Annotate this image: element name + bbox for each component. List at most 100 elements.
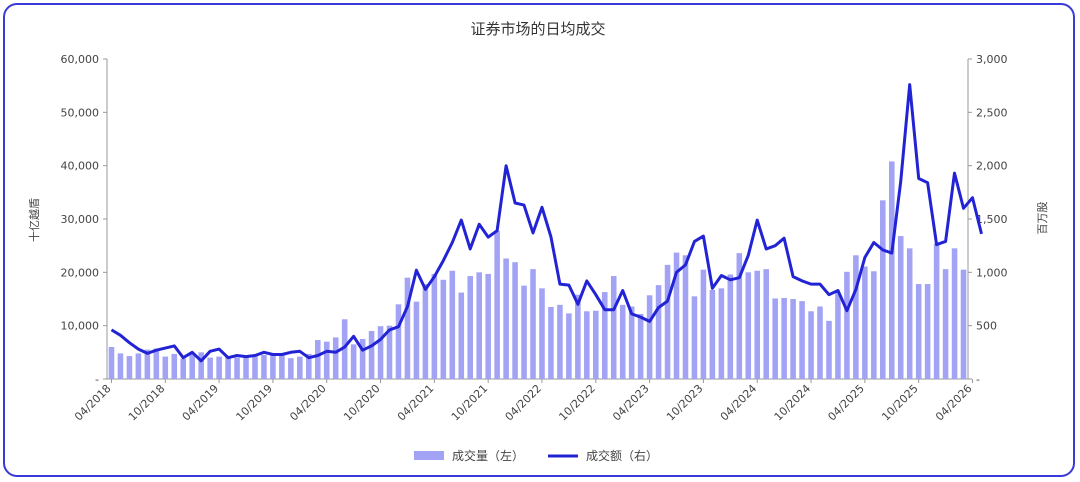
bar xyxy=(566,313,572,379)
bar xyxy=(288,358,294,379)
bar xyxy=(700,269,707,379)
bar-series xyxy=(108,161,967,379)
bar xyxy=(261,355,267,379)
legend[interactable]: 成交量（左） 成交额（右） xyxy=(414,448,658,463)
bar xyxy=(619,304,626,379)
x-tick-label: 10/2019 xyxy=(234,382,276,424)
bar xyxy=(359,339,366,379)
bar xyxy=(270,353,276,379)
line-path xyxy=(110,83,983,363)
bar xyxy=(575,294,581,379)
bar xyxy=(772,298,778,379)
bar xyxy=(601,292,608,379)
bar xyxy=(252,356,258,379)
y-left-tick-label: - xyxy=(95,373,99,386)
bar xyxy=(610,276,617,379)
x-tick-label: 04/2018 xyxy=(72,382,114,424)
bar xyxy=(404,277,411,379)
bar xyxy=(449,270,456,379)
bar xyxy=(897,236,904,379)
bar xyxy=(494,230,500,379)
bar xyxy=(539,288,545,379)
bar xyxy=(906,248,913,379)
bar xyxy=(817,306,823,379)
bar xyxy=(718,288,725,379)
bar xyxy=(880,200,886,379)
bar xyxy=(126,356,133,379)
y-left-label: 十亿越盾 xyxy=(27,198,41,242)
bar xyxy=(314,340,321,379)
x-tick-label: 04/2020 xyxy=(287,382,329,424)
bar xyxy=(745,272,752,379)
bar xyxy=(162,356,169,379)
chart-frame xyxy=(3,3,1075,477)
bar xyxy=(144,349,151,379)
bar xyxy=(350,344,357,379)
bar xyxy=(386,325,393,379)
x-tick-label: 10/2021 xyxy=(449,382,491,424)
bar xyxy=(395,304,402,379)
bar xyxy=(557,304,563,379)
y-left-tick-label: 10,000 xyxy=(61,320,100,333)
bar xyxy=(153,348,160,379)
bar xyxy=(503,258,509,379)
bar xyxy=(467,276,474,379)
bar xyxy=(691,296,698,379)
legend-bar-label: 成交量（左） xyxy=(452,448,524,463)
bar xyxy=(377,326,384,379)
bar xyxy=(682,255,689,379)
bar xyxy=(646,295,653,379)
x-tick-label: 04/2023 xyxy=(610,382,652,424)
bar xyxy=(171,353,178,379)
legend-line-label: 成交额（右） xyxy=(586,448,658,463)
bar xyxy=(781,297,787,379)
bar xyxy=(709,289,716,379)
y-left-tick-label: 20,000 xyxy=(61,266,100,279)
y-left-ticks: - 10,000 20,000 30,000 40,000 50,000 60,000 xyxy=(61,53,107,386)
y-left-tick-label: 50,000 xyxy=(61,106,100,119)
bar xyxy=(942,269,949,379)
bar xyxy=(548,307,554,379)
line-series xyxy=(110,83,983,363)
bar xyxy=(593,310,599,379)
y-right-tick-label: 1,500 xyxy=(976,213,1008,226)
bar xyxy=(799,301,805,379)
y-right-tick-label: 500 xyxy=(976,320,997,333)
bar xyxy=(117,353,124,379)
y-right-tick-label: 1,000 xyxy=(976,266,1008,279)
bar xyxy=(243,355,249,379)
bar xyxy=(198,352,204,379)
bar xyxy=(530,269,536,379)
bar xyxy=(234,357,240,379)
bar xyxy=(440,279,447,379)
bar xyxy=(108,347,115,379)
y-right-tick-label: - xyxy=(976,373,980,386)
x-tick-label: 10/2025 xyxy=(879,382,921,424)
bar xyxy=(413,301,420,379)
y-left-tick-label: 30,000 xyxy=(61,213,100,226)
bar xyxy=(297,356,303,379)
bar xyxy=(216,356,222,379)
x-tick-label: 04/2024 xyxy=(718,382,760,424)
x-ticks: 04/2018 10/2018 04/2019 10/2019 04/2020 10/20… xyxy=(72,379,975,423)
bar xyxy=(207,357,213,379)
bar xyxy=(628,306,635,379)
bar xyxy=(180,358,187,379)
y-right-label: 百万股 xyxy=(1036,202,1049,235)
bar xyxy=(189,353,195,379)
bar xyxy=(915,284,922,379)
bar xyxy=(323,341,330,379)
bar xyxy=(835,293,841,379)
bar xyxy=(458,292,465,379)
x-tick-label: 04/2022 xyxy=(503,382,545,424)
y-left-tick-label: 40,000 xyxy=(61,160,100,173)
y-right-tick-label: 2,500 xyxy=(976,106,1008,119)
bar xyxy=(135,353,142,379)
x-tick-label: 10/2024 xyxy=(772,382,814,424)
bar xyxy=(584,311,590,379)
bar xyxy=(512,262,518,379)
bar xyxy=(521,285,527,379)
bar xyxy=(673,252,680,379)
bar xyxy=(727,274,734,379)
